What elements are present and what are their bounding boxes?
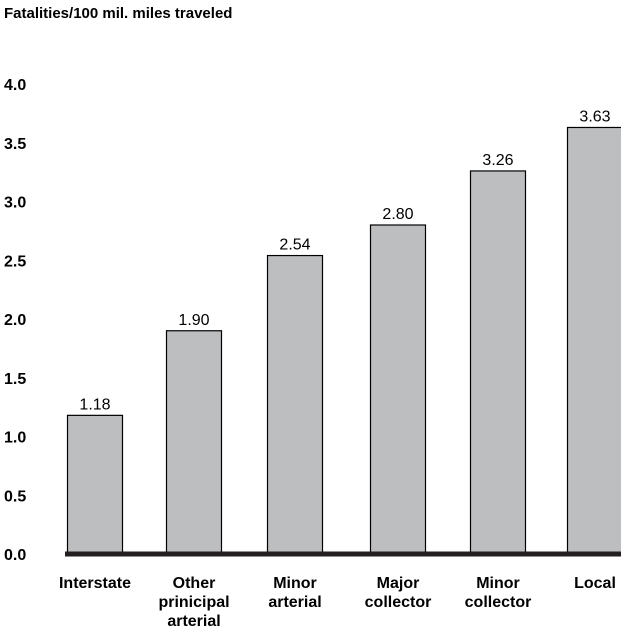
value-labels: 1.18 1.90 2.54 2.80 3.26 3.63	[79, 108, 610, 413]
category-label: Other prinicipal arterial	[158, 575, 229, 630]
y-axis-ticks: 0.0 0.5 1.0 1.5 2.0 2.5 3.0 3.5 4.0	[4, 77, 26, 564]
category-label: Local	[574, 575, 616, 592]
y-tick-label: 0.0	[4, 547, 26, 564]
y-tick-label: 4.0	[4, 77, 26, 94]
y-tick-label: 2.0	[4, 312, 26, 329]
data-label: 3.26	[482, 152, 513, 169]
data-label: 2.80	[382, 206, 413, 223]
y-tick-label: 0.5	[4, 488, 26, 505]
bar	[369, 224, 427, 555]
y-tick-label: 1.5	[4, 371, 26, 388]
y-axis-label: Fatalities/100 mil. miles traveled	[4, 5, 233, 22]
bars	[66, 126, 621, 555]
data-label: 1.18	[79, 396, 110, 413]
category-label: Major collector	[365, 575, 432, 611]
category-labels: Interstate Other prinicipal arterial Minor ar…	[59, 575, 616, 630]
category-label: Minor collector	[465, 575, 532, 611]
y-tick-label: 3.5	[4, 136, 26, 153]
category-label: Minor arterial	[268, 575, 321, 611]
y-tick-label: 2.5	[4, 253, 26, 270]
y-tick-label: 3.0	[4, 195, 26, 212]
y-tick-label: 1.0	[4, 430, 26, 447]
bar	[566, 126, 621, 555]
data-label: 1.90	[178, 312, 209, 329]
data-label: 2.54	[279, 237, 310, 254]
category-label: Interstate	[59, 575, 131, 592]
bar	[266, 254, 324, 555]
bar	[165, 330, 223, 555]
bar	[66, 414, 124, 555]
bar	[469, 170, 527, 555]
data-label: 3.63	[579, 108, 610, 125]
